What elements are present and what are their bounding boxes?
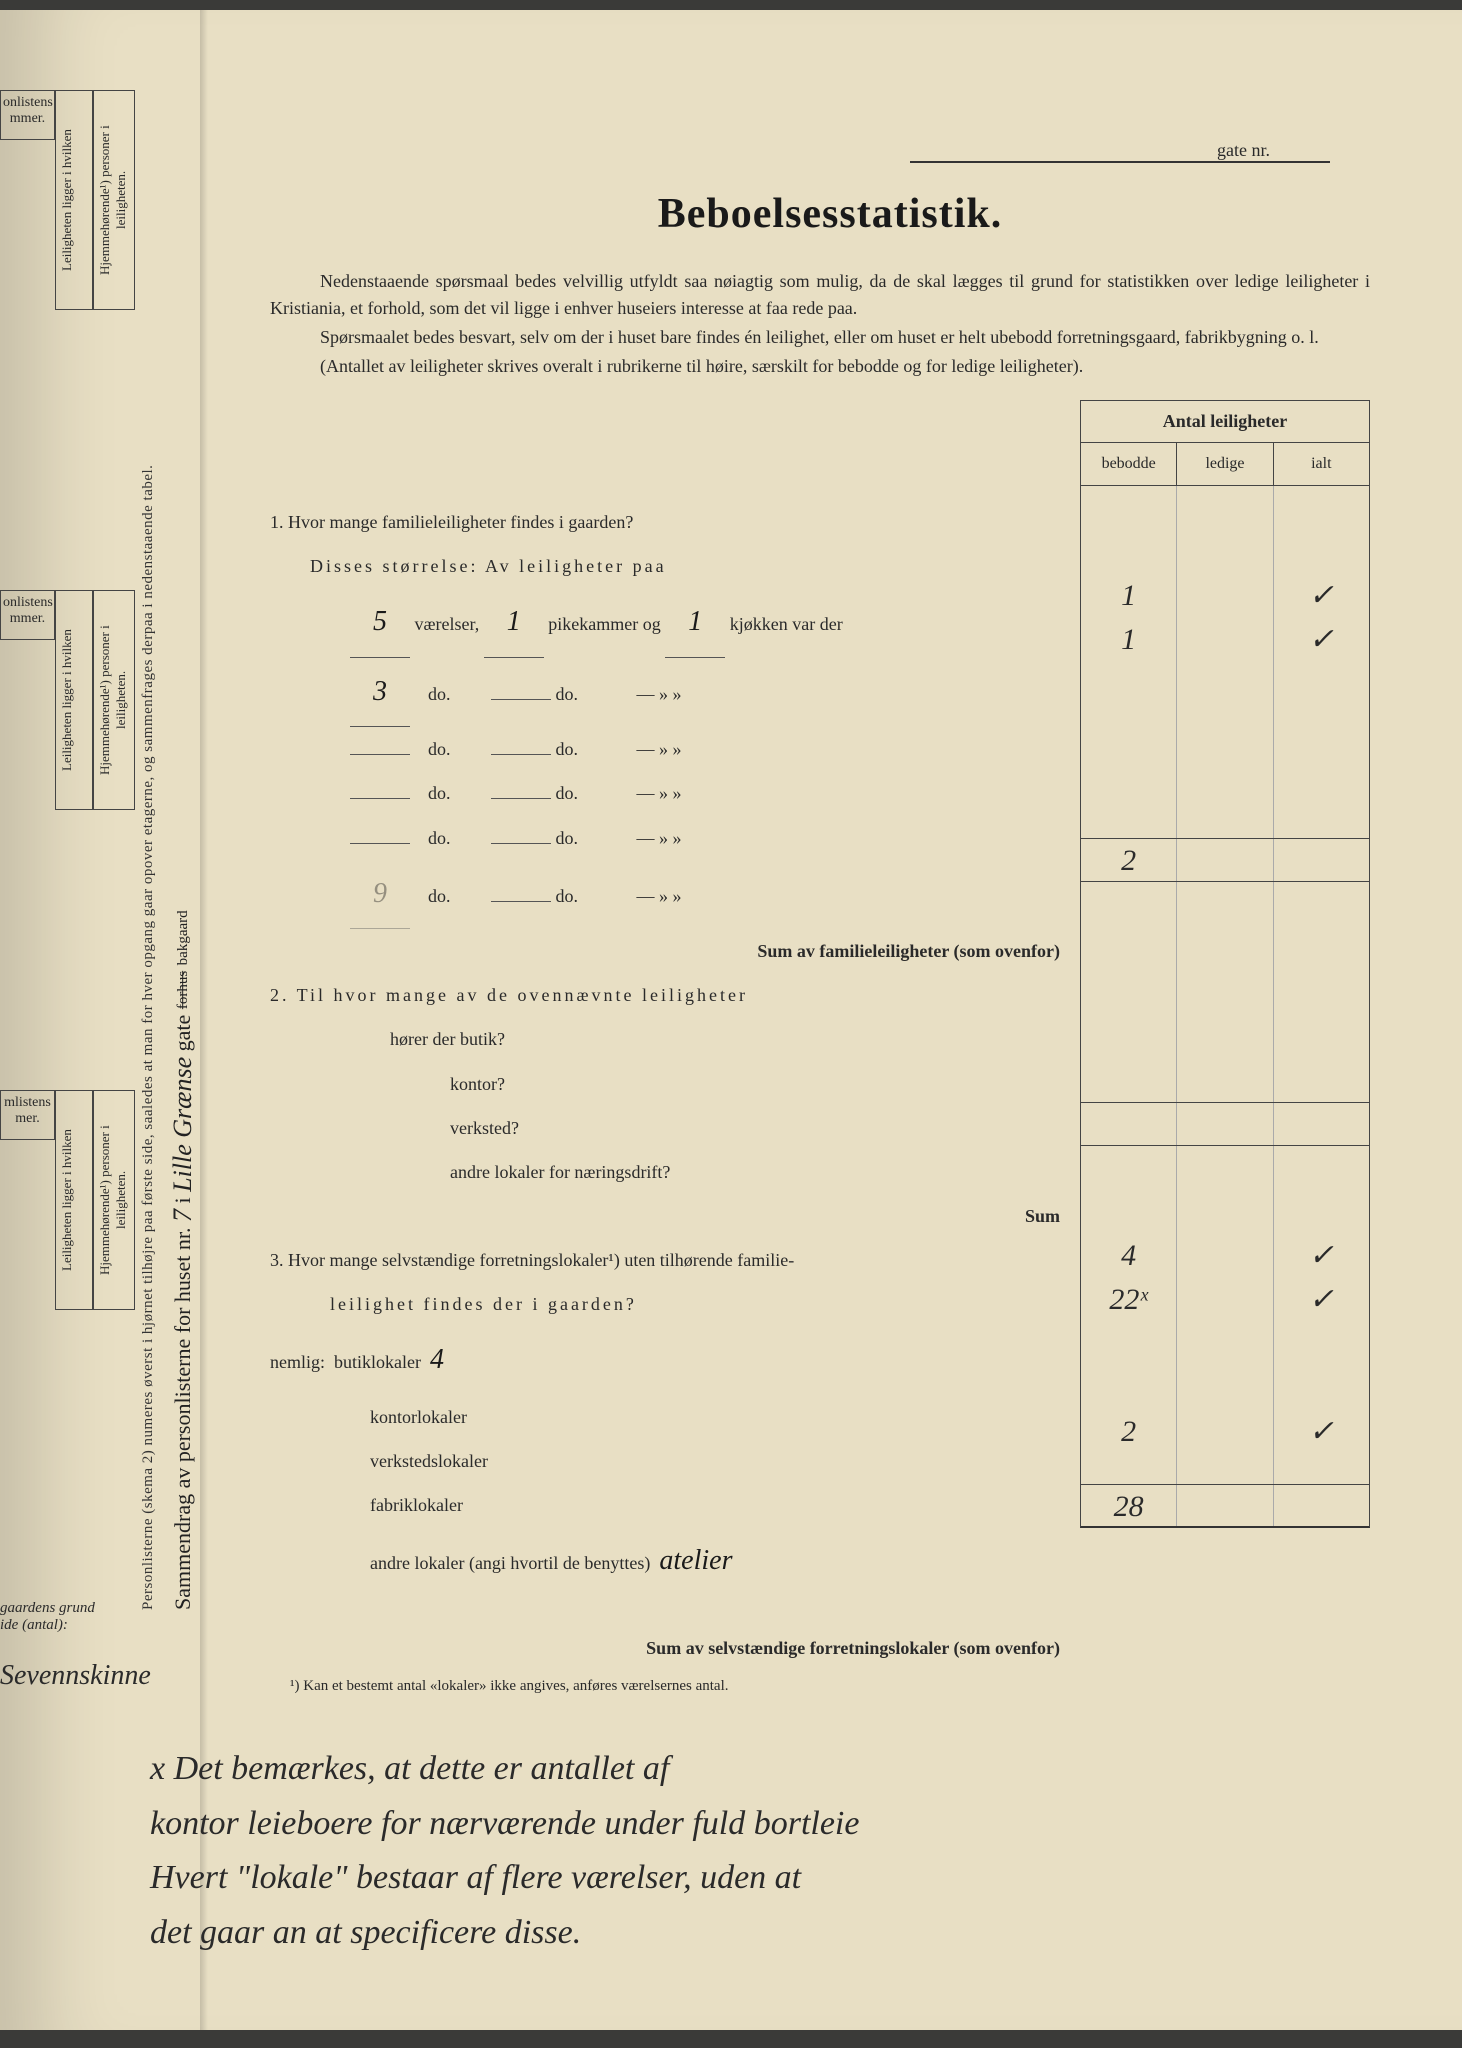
grid-title: Antal leiligheter	[1080, 400, 1370, 443]
left-col-a-3: Leiligheten ligger i hvilken	[55, 1090, 93, 1310]
q3-row: fabriklokaler	[270, 1483, 1070, 1527]
intro-p2: Spørsmaalet bedes besvart, selv om der i…	[270, 324, 1370, 351]
col-bebodde: bebodde	[1081, 443, 1177, 485]
grid-row-spacer	[1080, 530, 1370, 574]
grid-row	[1080, 1322, 1370, 1366]
intro-text: Nedenstaaende spørsmaal bedes velvillig …	[250, 268, 1410, 380]
q2-line: hører der butik?	[270, 1017, 1070, 1061]
grid-row	[1080, 1058, 1370, 1102]
grid-row: 1✓	[1080, 574, 1370, 618]
q3-sum-label: Sum av selvstændige forretningslokaler (…	[270, 1626, 1070, 1670]
intro-p1: Nedenstaaende spørsmaal bedes velvillig …	[270, 268, 1370, 322]
q3-row: nemlig: butiklokaler 4	[270, 1326, 1070, 1395]
left-margin: onlistensmmer. Leiligheten ligger i hvil…	[0, 10, 200, 2030]
q2-text: 2. Til hvor mange av de ovennævnte leili…	[270, 973, 1070, 1017]
q1-sum-label: Sum av familieleiligheter (som ovenfor)	[270, 929, 1070, 973]
left-bottom-label: gaardens grund ide (antal):	[0, 1600, 140, 1634]
main-content: gate nr. Beboelsesstatistik. Nedenstaaen…	[250, 70, 1410, 1695]
col-ialt: ialt	[1274, 443, 1369, 485]
page-title: Beboelsesstatistik.	[250, 190, 1410, 238]
q3-row: kontorlokaler	[270, 1395, 1070, 1439]
left-col-b-2: Hjemmehørende¹) personer i leiligheten.	[93, 590, 135, 810]
q1-row: 9 do. do. — » »	[270, 860, 1070, 930]
grid-row	[1080, 794, 1370, 838]
q3-text-b: leilighet findes der i gaarden?	[270, 1282, 1070, 1326]
grid-row: 22ˣ✓	[1080, 1278, 1370, 1322]
left-hdr-mlistens: mlistensmer.	[0, 1090, 55, 1140]
grid-subheader: bebodde ledige ialt	[1080, 443, 1370, 486]
answer-grid: Antal leiligheter bebodde ledige ialt 1✓…	[1080, 400, 1370, 1528]
left-col-a-1: Leiligheten ligger i hvilken	[55, 90, 93, 310]
q3-row: andre lokaler (angi hvortil de benyttes)…	[270, 1527, 1070, 1596]
q3-text-a: 3. Hvor mange selvstændige forretningslo…	[270, 1238, 1070, 1282]
q2-line: verksted?	[270, 1106, 1070, 1150]
q2-line: andre lokaler for næringsdrift?	[270, 1150, 1070, 1194]
grid-row-spacer	[1080, 1454, 1370, 1484]
grid-row-sum-q3: 28	[1080, 1484, 1370, 1528]
q3-row: verkstedslokaler	[270, 1439, 1070, 1483]
grid-row	[1080, 970, 1370, 1014]
left-col-b-3: Hjemmehørende¹) personer i leiligheten.	[93, 1090, 135, 1310]
q1-row: do. do. — » »	[270, 727, 1070, 771]
q1-sub: Disses størrelse: Av leiligheter paa	[270, 544, 1070, 588]
grid-row: 1✓	[1080, 618, 1370, 662]
left-col-b-1: Hjemmehørende¹) personer i leiligheten.	[93, 90, 135, 310]
grid-row	[1080, 1366, 1370, 1410]
left-col-a-2: Leiligheten ligger i hvilken	[55, 590, 93, 810]
q3-footnote: ¹) Kan et bestemt antal «lokaler» ikke a…	[250, 1678, 1410, 1695]
form-table: Antal leiligheter bebodde ledige ialt 1✓…	[250, 400, 1410, 1695]
grid-row	[1080, 882, 1370, 926]
q1-row: 3 do. do. — » »	[270, 658, 1070, 728]
grid-row	[1080, 662, 1370, 706]
vertical-title: Sammendrag av personlisterne for huset n…	[168, 210, 203, 1610]
q1-text: 1. Hvor mange familieleiligheter findes …	[270, 500, 1070, 544]
left-bottom-handwriting: Sevennskinne	[0, 1660, 151, 1692]
grid-row-q1	[1080, 486, 1370, 530]
left-hdr-onlistens: onlistensmmer.	[0, 90, 55, 140]
grid-row	[1080, 706, 1370, 750]
left-hdr-onlistens-2: onlistensmmer.	[0, 590, 55, 640]
grid-row: 4✓	[1080, 1234, 1370, 1278]
grid-row: 2✓	[1080, 1410, 1370, 1454]
q1-row: 5 værelser, 1 pikekammer og 1 kjøkken va…	[270, 588, 1070, 658]
intro-p3: (Antallet av leiligheter skrives overalt…	[270, 353, 1370, 380]
bottom-handwritten-note: x Det bemærkes, at dette er antallet af …	[150, 1742, 1400, 1960]
grid-row-sum-q2	[1080, 1102, 1370, 1146]
q1-row: do. do. — » »	[270, 771, 1070, 815]
vertical-footnote: Personlisterne (skema 2) numeres øverst …	[140, 110, 170, 1610]
grid-row	[1080, 926, 1370, 970]
gate-nr-line: gate nr.	[910, 140, 1330, 163]
q2-sum-label: Sum	[270, 1194, 1070, 1238]
grid-row	[1080, 1146, 1370, 1190]
grid-row-sum-q1: 2	[1080, 838, 1370, 882]
grid-row	[1080, 1014, 1370, 1058]
col-ledige: ledige	[1177, 443, 1273, 485]
document-page: onlistensmmer. Leiligheten ligger i hvil…	[0, 10, 1462, 2030]
grid-row: ✓	[1080, 1190, 1370, 1234]
grid-row	[1080, 750, 1370, 794]
q2-line: kontor?	[270, 1062, 1070, 1106]
q1-row: do. do. — » »	[270, 816, 1070, 860]
